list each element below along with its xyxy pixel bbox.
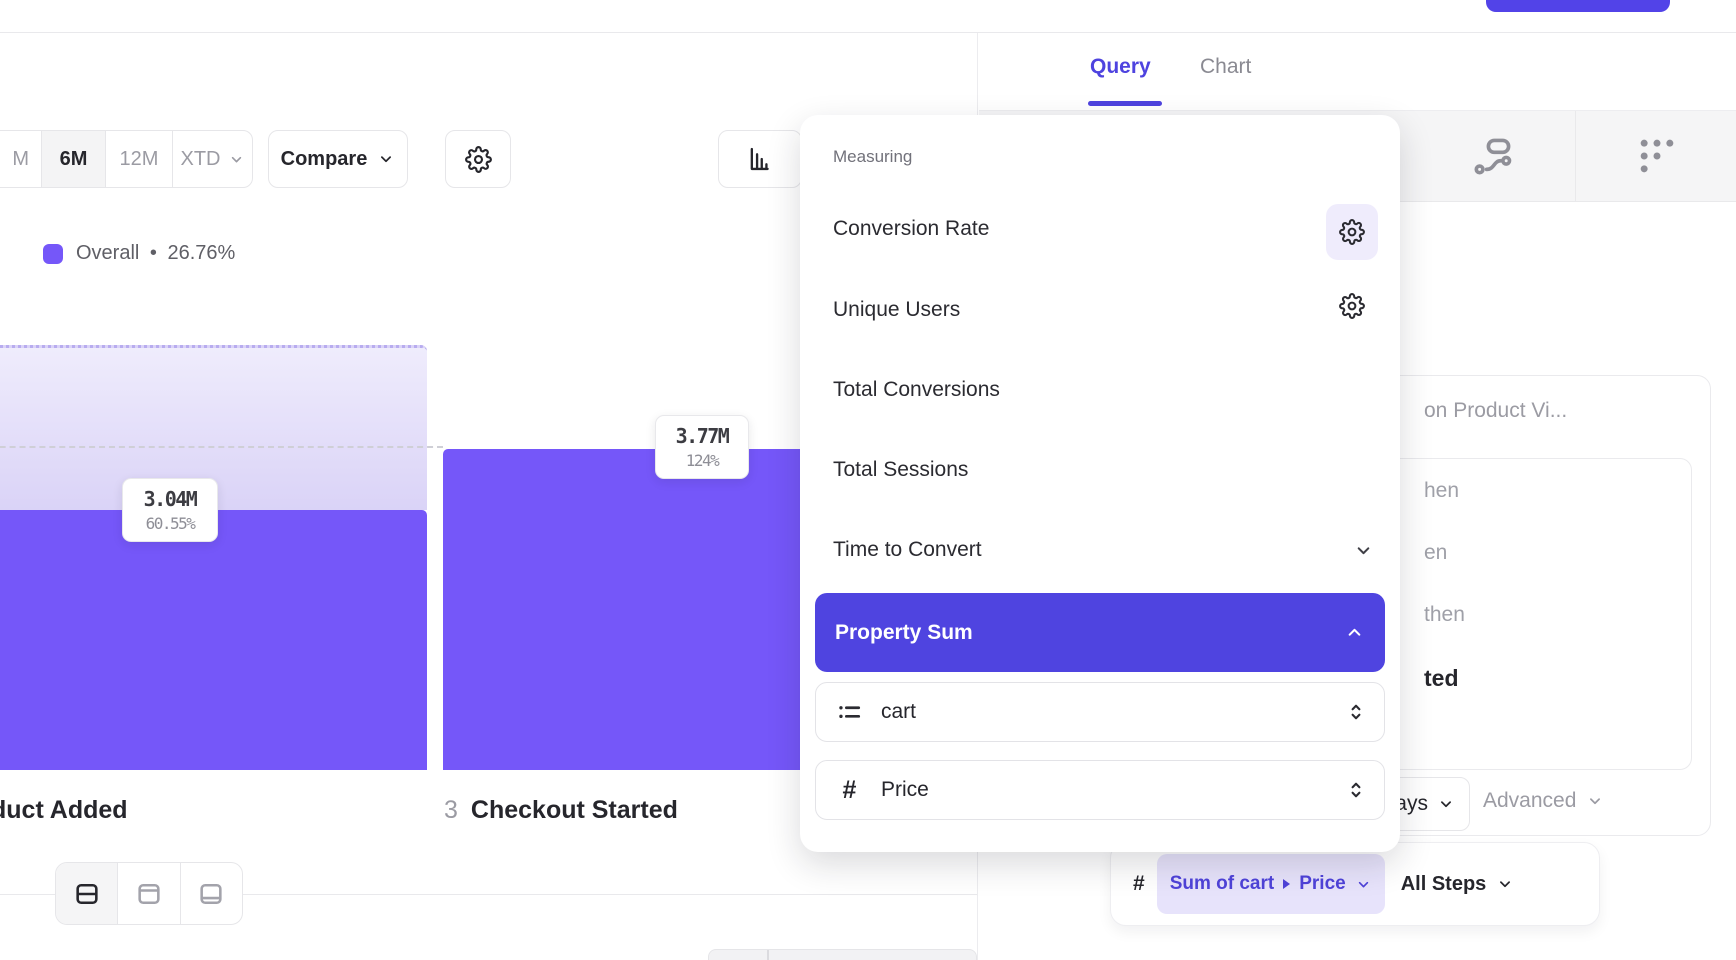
up-down-icon [1344, 700, 1368, 724]
layout-bottom-icon [197, 880, 225, 908]
top-divider [0, 32, 1736, 33]
step-name-fragment: ted [1424, 665, 1459, 691]
measuring-menu: Measuring Conversion Rate Unique Users T… [800, 115, 1400, 852]
menu-item-time-to-convert[interactable]: Time to Convert [833, 538, 982, 561]
tab-query[interactable]: Query [1090, 55, 1151, 78]
time-range-m[interactable]: M [12, 147, 29, 170]
bar-chart-icon [746, 145, 774, 173]
chevron-down-icon [1496, 875, 1514, 893]
layout-split-button[interactable] [56, 863, 118, 924]
arrow-right-icon [1283, 879, 1291, 889]
gear-icon [465, 146, 492, 173]
chevron-down-icon [1355, 876, 1372, 893]
tab-query-underline [1088, 101, 1162, 106]
up-down-icon [1344, 778, 1368, 802]
menu-item-property-sum[interactable]: Property Sum [815, 593, 1385, 672]
event-selector[interactable]: cart [815, 682, 1385, 742]
number-type-icon: # [842, 775, 857, 804]
gear-icon [1339, 293, 1365, 319]
step-text-fragment: then [1424, 603, 1465, 626]
flows-button[interactable] [1458, 122, 1528, 190]
chevron-down-icon [228, 151, 245, 168]
sum-property-chip[interactable]: Sum of cart Price [1156, 854, 1385, 914]
conversion-rate-gear-button[interactable] [1326, 204, 1378, 260]
measurement-card: # Sum of cart Price All Steps [1110, 842, 1600, 926]
chevron-down-icon [1353, 540, 1374, 561]
chart-bottom-divider [0, 894, 977, 895]
legend-swatch [43, 243, 63, 264]
chart-type-toolbar-divider [1575, 111, 1576, 201]
menu-item-conversion-rate[interactable]: Conversion Rate [833, 217, 990, 240]
time-range-xtd[interactable]: XTD [172, 131, 252, 187]
settings-button[interactable] [445, 130, 511, 188]
step-text-fragment: hen [1424, 479, 1460, 502]
time-range-6m[interactable]: 6M [41, 131, 105, 187]
menu-item-total-sessions[interactable]: Total Sessions [833, 458, 969, 481]
step-label-2[interactable]: duct Added [0, 796, 128, 824]
legend: Overall • 26.76% [43, 242, 235, 265]
menu-item-unique-users[interactable]: Unique Users [833, 298, 961, 321]
menu-item-total-conversions[interactable]: Total Conversions [833, 378, 1000, 401]
layout-top-button[interactable] [117, 863, 179, 924]
layout-split-icon [73, 880, 101, 908]
time-range-control: M 6M 12M XTD [0, 130, 253, 188]
table-edge [708, 949, 977, 960]
value-label-step-2: 3.04M 60.55% [122, 478, 218, 542]
advanced-dropdown[interactable]: Advanced [1483, 789, 1604, 813]
pct-text: 60.55% [145, 514, 196, 533]
value-text: 3.04M [143, 487, 198, 511]
step-text-fragment: en [1424, 541, 1448, 564]
menu-title: Measuring [833, 147, 913, 166]
funnel-bar-1[interactable] [0, 510, 427, 770]
unique-users-gear-button[interactable] [1339, 293, 1365, 319]
primary-action-button[interactable] [1486, 0, 1670, 12]
flows-icon [1471, 134, 1515, 178]
step-label-3[interactable]: 3 Checkout Started [444, 796, 678, 824]
property-selector[interactable]: # Price [815, 760, 1385, 820]
time-range-12m[interactable]: 12M [105, 131, 172, 187]
chevron-down-icon [377, 150, 395, 168]
number-property-label: # [1133, 872, 1145, 895]
tab-chart[interactable]: Chart [1200, 55, 1252, 78]
legend-series: Overall [76, 242, 140, 264]
gear-icon [1339, 219, 1365, 245]
chevron-down-icon [1586, 792, 1604, 810]
chevron-down-icon [1437, 795, 1455, 813]
value-text: 3.77M [675, 424, 730, 448]
legend-value: 26.76% [167, 242, 236, 264]
dots-grid-icon [1635, 134, 1679, 178]
all-steps-dropdown[interactable]: All Steps [1401, 873, 1515, 896]
value-label-step-3: 3.77M 124% [655, 415, 749, 479]
layout-bottom-button[interactable] [179, 863, 242, 924]
chart-type-button[interactable] [718, 130, 802, 188]
apps-grid-button[interactable] [1622, 122, 1692, 190]
layout-toggle-group [55, 862, 243, 925]
criteria-header-fragment: on Product Vi... [1424, 399, 1568, 422]
pct-text: 124% [685, 451, 720, 470]
compare-button[interactable]: Compare [268, 130, 408, 188]
layout-top-icon [135, 880, 163, 908]
reference-line [0, 446, 443, 448]
chevron-up-icon [1344, 622, 1365, 643]
table-edge-tick [767, 950, 769, 960]
legend-separator: • [149, 242, 157, 264]
list-icon [836, 699, 863, 726]
